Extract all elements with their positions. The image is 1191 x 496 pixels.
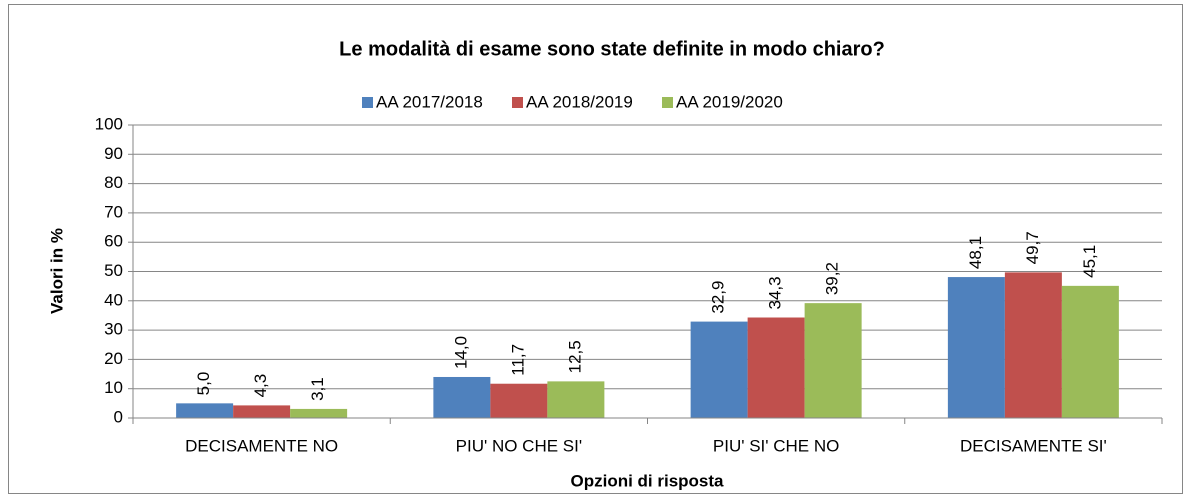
chart-border [8, 4, 1183, 494]
value-label: 45,1 [1080, 245, 1099, 278]
value-label: 49,7 [1023, 231, 1042, 264]
y-tick-label: 20 [104, 349, 123, 368]
value-label: 48,1 [966, 236, 985, 269]
bar [690, 321, 748, 418]
x-axis-label: Opzioni di risposta [570, 471, 724, 490]
y-tick-label: 100 [95, 114, 123, 133]
bar [490, 383, 548, 418]
x-tick-label: PIU' SI' CHE NO [713, 436, 839, 455]
value-label: 39,2 [823, 262, 842, 295]
y-tick-label: 70 [104, 202, 123, 221]
x-tick-label: DECISAMENTE SI' [960, 436, 1107, 455]
value-label: 32,9 [709, 281, 728, 314]
legend-swatch [662, 97, 673, 108]
legend-label: AA 2017/2018 [376, 92, 483, 111]
bar [947, 277, 1005, 418]
value-label: 3,1 [308, 377, 327, 401]
value-label: 11,7 [508, 344, 527, 376]
bar [290, 408, 348, 418]
bar [433, 376, 491, 418]
y-tick-label: 10 [104, 378, 123, 397]
x-tick-label: PIU' NO CHE SI' [456, 436, 582, 455]
bar [233, 405, 291, 418]
bar [1004, 272, 1062, 418]
y-tick-label: 40 [104, 290, 123, 309]
legend-swatch [362, 97, 373, 108]
legend-label: AA 2019/2020 [676, 92, 783, 111]
y-tick-label: 50 [104, 261, 123, 280]
bar [804, 303, 862, 418]
legend-label: AA 2018/2019 [526, 92, 633, 111]
y-tick-label: 30 [104, 320, 123, 339]
x-tick-label: DECISAMENTE NO [185, 436, 338, 455]
y-tick-label: 0 [114, 407, 123, 426]
y-tick-label: 80 [104, 173, 123, 192]
bar [1061, 285, 1119, 418]
legend-swatch [512, 97, 523, 108]
value-label: 5,0 [194, 372, 213, 396]
bar [747, 317, 805, 418]
value-label: 12,5 [565, 340, 584, 373]
bar [547, 381, 605, 418]
value-label: 14,0 [451, 336, 470, 369]
bar [176, 403, 234, 418]
y-tick-label: 60 [104, 232, 123, 251]
chart-title: Le modalità di esame sono state definite… [339, 38, 885, 60]
y-axis-label: Valori in % [47, 228, 66, 314]
y-tick-label: 90 [104, 144, 123, 163]
value-label: 34,3 [766, 276, 785, 309]
value-label: 4,3 [251, 374, 270, 398]
